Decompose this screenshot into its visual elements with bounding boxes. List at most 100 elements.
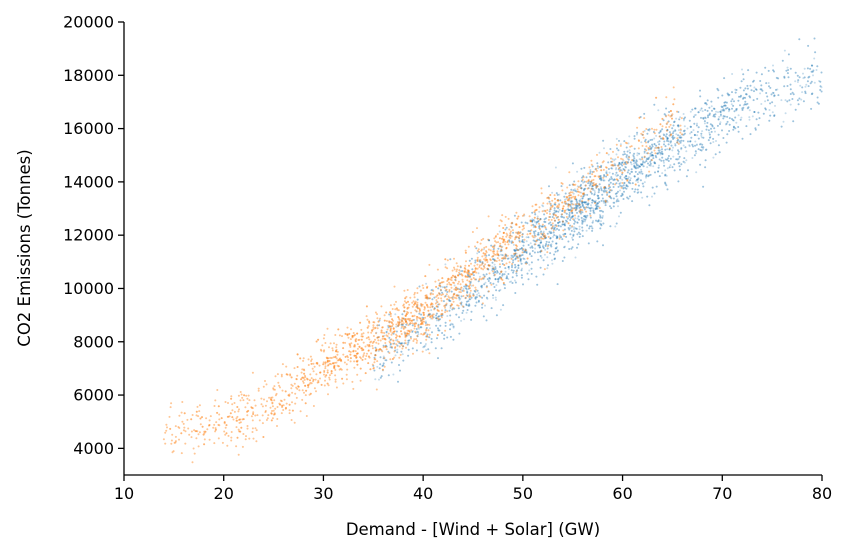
data-point [379,363,382,366]
data-point [633,152,636,155]
data-point [466,290,469,293]
data-point [444,309,447,312]
data-point [377,336,380,339]
data-point [492,258,494,261]
data-point [658,140,661,143]
data-point [501,273,504,276]
data-point [817,102,820,105]
data-point [645,160,648,163]
data-point [593,194,596,196]
data-point [711,109,713,112]
data-point [555,234,557,237]
data-point [556,193,559,196]
data-point [748,116,751,119]
data-point [545,243,548,245]
data-point [640,170,643,173]
data-point [544,245,547,247]
data-point [546,267,549,270]
data-point [582,195,585,198]
data-point [542,244,544,247]
data-point [458,332,461,335]
data-point [662,159,665,162]
data-point [601,197,604,200]
data-point [583,215,586,218]
data-point [518,256,521,259]
data-point [450,290,453,293]
data-point [680,136,683,139]
data-point [684,146,687,149]
data-point [578,225,581,228]
data-point [564,198,566,201]
data-point [653,161,656,164]
data-point [682,119,685,122]
data-point [619,175,622,178]
data-point [629,151,631,154]
data-point [719,121,722,124]
data-point [611,158,614,161]
data-point [446,315,449,317]
data-point [602,244,604,247]
data-point [622,153,625,156]
data-point [591,199,594,202]
data-point [539,218,542,221]
data-point [387,350,390,353]
data-point [602,190,605,193]
data-point [780,125,783,128]
data-point [592,220,595,222]
data-point [726,107,729,109]
data-point [653,137,656,140]
data-point [704,117,707,120]
data-point [731,118,733,120]
data-point [603,174,606,176]
data-point [553,234,556,237]
data-point [602,200,605,203]
data-point [775,88,777,91]
data-point [512,231,515,234]
data-point [665,184,668,187]
data-point [642,161,645,164]
data-point [598,177,601,180]
data-point [813,37,816,40]
data-point [440,347,443,350]
data-point [557,215,560,218]
data-point [450,290,453,293]
data-point [621,164,624,167]
data-point [399,342,402,345]
data-point [579,233,582,236]
data-point [753,111,756,113]
data-point [475,278,477,281]
data-point [596,202,599,205]
data-point [741,109,744,111]
data-point [544,244,547,247]
data-point [771,111,774,114]
data-point [576,233,579,236]
data-point [723,115,726,118]
data-point [487,264,490,267]
data-point [552,231,555,234]
data-point [550,245,553,248]
data-point [470,257,473,260]
data-point [684,116,686,119]
data-point [673,163,676,166]
data-point [418,327,420,330]
data-point [625,146,628,149]
data-point [630,170,633,173]
data-point [679,141,682,144]
data-point [456,287,459,290]
data-point [542,247,545,249]
data-point [646,132,649,135]
data-point [783,49,786,52]
data-point [513,249,516,252]
data-point [465,304,468,307]
data-point [427,348,430,351]
data-point [505,226,508,229]
data-point [448,309,451,312]
data-point [589,170,592,173]
data-point [477,300,480,303]
data-point [480,286,483,289]
data-point [699,143,701,146]
data-point [629,151,631,154]
data-point [497,247,500,250]
data-point [704,102,706,105]
data-point [604,204,607,207]
